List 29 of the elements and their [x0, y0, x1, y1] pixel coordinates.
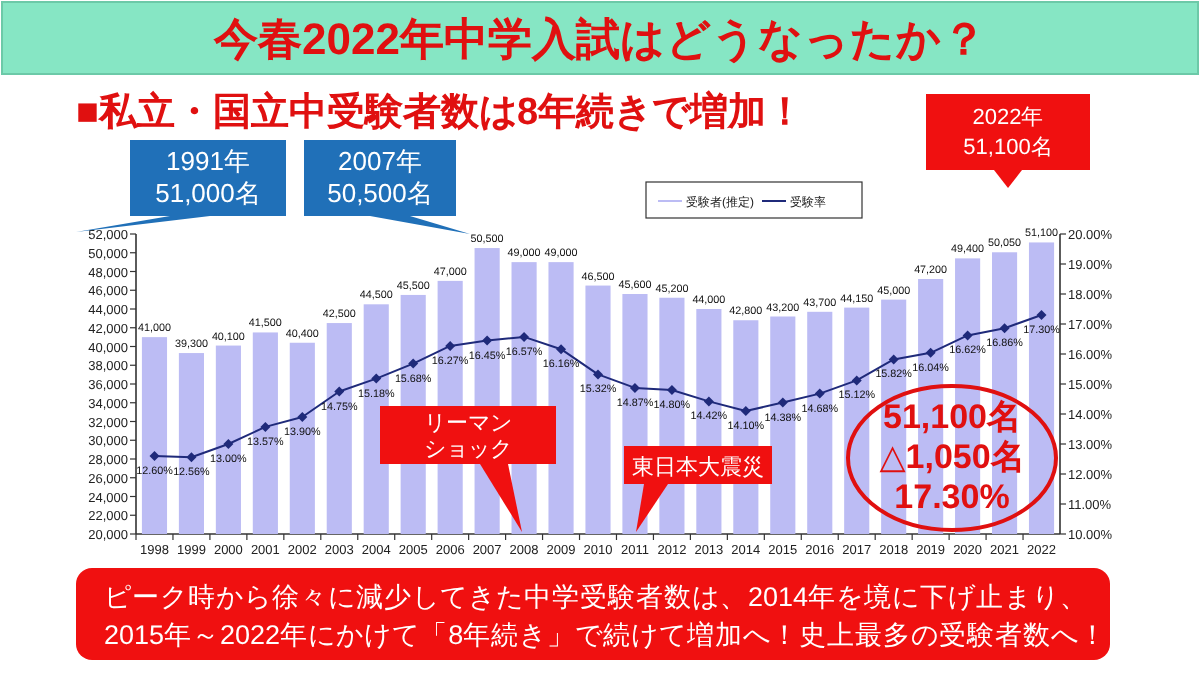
point: [1036, 310, 1047, 320]
point: [334, 386, 345, 397]
point: [556, 344, 567, 355]
annotation: 東日本大震災: [632, 454, 764, 480]
point: [408, 358, 419, 369]
point: [371, 373, 382, 384]
chart-subtitle: ■私立・国立中受験者数は8年続きで増加！: [76, 90, 805, 134]
point: [297, 412, 308, 422]
annotation: リーマンショック: [424, 412, 512, 462]
point: [851, 375, 862, 386]
point: [482, 335, 493, 346]
point: [593, 369, 603, 380]
point: [260, 421, 271, 432]
point: [666, 385, 677, 395]
point: [962, 330, 973, 341]
point: [149, 451, 160, 461]
point: [814, 388, 825, 399]
point: [629, 382, 640, 393]
point: [740, 406, 751, 416]
point: [999, 323, 1010, 334]
point: [186, 452, 197, 463]
point: [888, 354, 899, 365]
point: [925, 347, 936, 358]
chart-title: 今春2022年中学入試はどうなったか？: [212, 14, 986, 64]
point: [445, 340, 456, 351]
point: [519, 331, 530, 342]
point: [777, 397, 788, 408]
point: [223, 439, 234, 449]
point: [703, 396, 714, 407]
